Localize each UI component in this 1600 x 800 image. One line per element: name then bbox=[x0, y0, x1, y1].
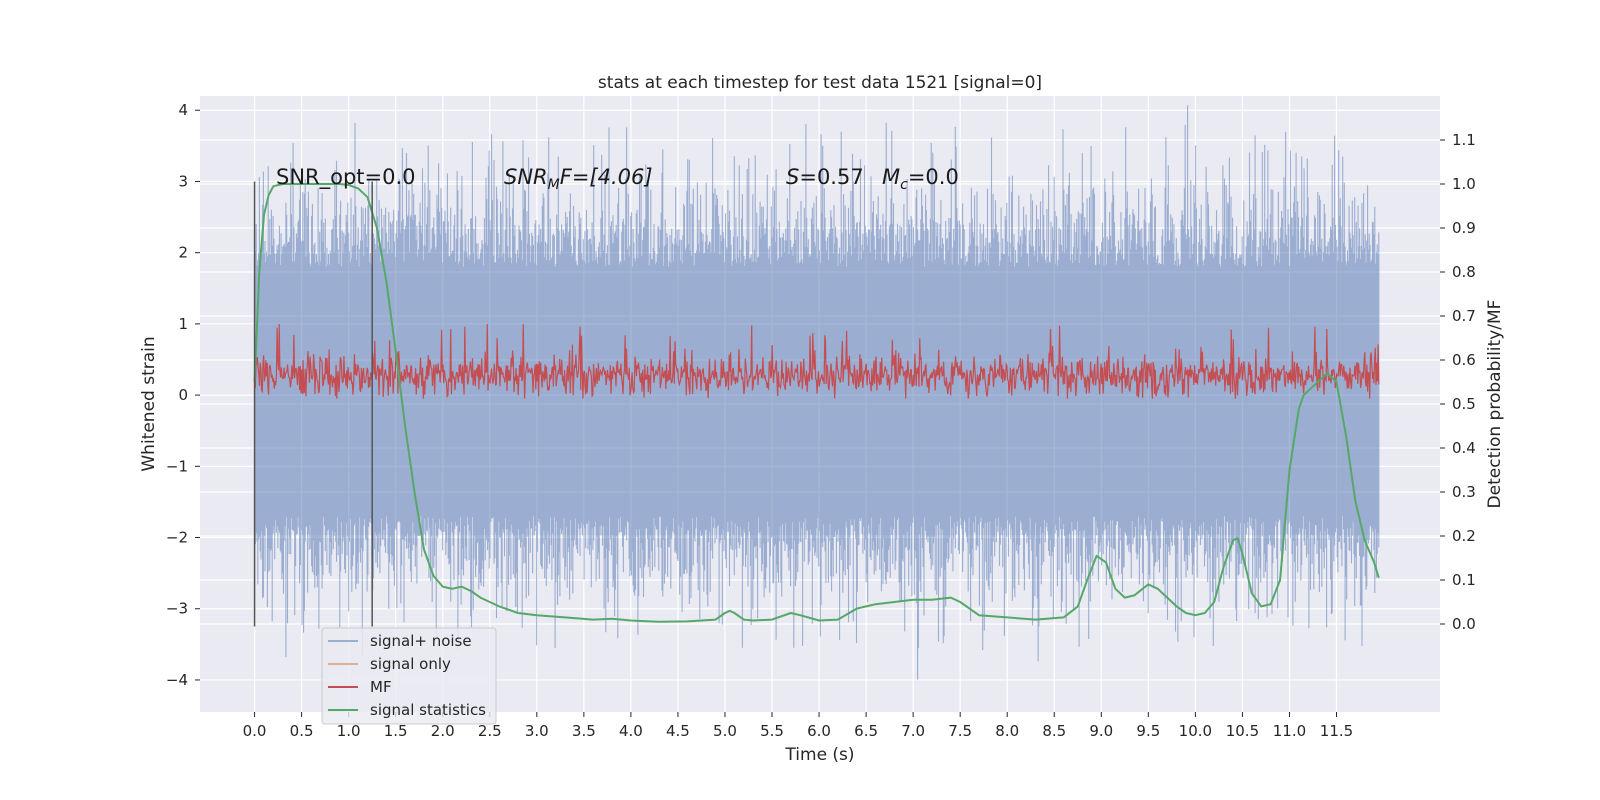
x-tick-label: 5.5 bbox=[760, 722, 784, 740]
y2-tick-label: 0.6 bbox=[1452, 351, 1476, 369]
legend-label-signal-noise: signal+ noise bbox=[370, 632, 472, 650]
annotation-s: S=0.57 bbox=[786, 165, 864, 189]
y-tick-label: −4 bbox=[166, 671, 188, 689]
legend-item-mf: MF bbox=[328, 678, 392, 696]
legend-box bbox=[321, 627, 497, 725]
annotation-snr-mf-suffix: F=[4.06] bbox=[560, 165, 653, 189]
mf-series bbox=[254, 323, 1380, 399]
x-tick-label: 9.0 bbox=[1089, 722, 1113, 740]
y2-tick-label: 0.0 bbox=[1452, 615, 1476, 633]
x-tick-label: 0.0 bbox=[243, 722, 267, 740]
x-tick-label: 8.0 bbox=[995, 722, 1019, 740]
x-axis-title: Time (s) bbox=[784, 745, 854, 765]
x-tick-label: 6.5 bbox=[854, 722, 878, 740]
x-tick-label: 7.5 bbox=[948, 722, 972, 740]
x-tick-label: 4.5 bbox=[666, 722, 690, 740]
y-tick-label: 3 bbox=[178, 172, 188, 190]
annotation-s-value: =0.57 bbox=[799, 165, 863, 189]
annotation-mc-value: =0.0 bbox=[908, 165, 959, 189]
legend: signal+ noise signal only MF signal stat… bbox=[321, 627, 497, 725]
annotation-snr-mf: SNRMF=[4.06] bbox=[504, 165, 653, 193]
y-tick-label: 0 bbox=[178, 386, 188, 404]
annotation-snr-mf-sub: M bbox=[548, 177, 560, 193]
y2-axis-title: Detection probability/MF bbox=[1485, 300, 1505, 509]
y-tick-label: −1 bbox=[166, 457, 188, 475]
y2-tick-label: 0.5 bbox=[1452, 395, 1476, 413]
y-axis-right: 1.1 1.0 0.9 0.8 0.7 0.6 0.5 0.4 0.3 0.2 0.1 0.0 bbox=[1440, 131, 1476, 633]
y-tick-label: −3 bbox=[166, 600, 188, 618]
signal-statistics-line bbox=[253, 183, 1380, 623]
y2-tick-label: 1.0 bbox=[1452, 175, 1476, 193]
legend-label-signal-statistics: signal statistics bbox=[370, 701, 486, 719]
legend-label-mf: MF bbox=[370, 678, 392, 696]
y-axis-left: 4 3 2 1 0 −1 −2 −3 −4 bbox=[166, 101, 200, 689]
x-tick-label: 1.0 bbox=[337, 722, 361, 740]
y2-tick-label: 0.1 bbox=[1452, 571, 1476, 589]
x-tick-label: 11.5 bbox=[1320, 722, 1353, 740]
annotation-mc-label: M bbox=[882, 165, 900, 189]
chart-title: stats at each timestep for test data 152… bbox=[598, 73, 1042, 93]
y-axis-title: Whitened strain bbox=[139, 336, 159, 471]
x-tick-label: 2.5 bbox=[478, 722, 502, 740]
y2-tick-label: 0.4 bbox=[1452, 439, 1476, 457]
x-tick-label: 3.0 bbox=[525, 722, 549, 740]
y2-tick-label: 0.2 bbox=[1452, 527, 1476, 545]
annotation-s-label: S bbox=[786, 165, 799, 189]
x-tick-label: 0.5 bbox=[290, 722, 314, 740]
y2-tick-label: 0.9 bbox=[1452, 219, 1476, 237]
annotation-snr-mf-prefix: SNR bbox=[504, 165, 548, 189]
y-tick-label: 1 bbox=[178, 315, 188, 333]
legend-label-signal-only: signal only bbox=[370, 655, 451, 673]
x-tick-label: 7.0 bbox=[901, 722, 925, 740]
y2-tick-label: 0.3 bbox=[1452, 483, 1476, 501]
y-tick-label: 4 bbox=[178, 101, 188, 119]
y2-tick-label: 0.7 bbox=[1452, 307, 1476, 325]
x-tick-label: 2.0 bbox=[431, 722, 455, 740]
legend-item-signal-statistics: signal statistics bbox=[328, 701, 486, 719]
annotation-mc: Mc=0.0 bbox=[882, 165, 959, 193]
x-axis: 0.0 0.5 1.0 1.5 2.0 2.5 3.0 3.5 4.0 4.5 5.0 5.5 6.0 6… bbox=[243, 712, 1353, 740]
x-tick-label: 8.5 bbox=[1042, 722, 1066, 740]
mf-trace bbox=[254, 323, 1380, 399]
y-tick-label: 2 bbox=[178, 244, 188, 262]
x-tick-label: 3.5 bbox=[572, 722, 596, 740]
annotation-snr-opt: SNR_opt=0.0 bbox=[276, 165, 416, 190]
y2-tick-label: 1.1 bbox=[1452, 131, 1476, 149]
signal-statistics-series bbox=[253, 183, 1380, 623]
x-tick-label: 1.5 bbox=[384, 722, 408, 740]
annotation-mc-sub: c bbox=[900, 177, 908, 193]
x-tick-label: 5.0 bbox=[713, 722, 737, 740]
x-tick-label: 4.0 bbox=[619, 722, 643, 740]
legend-item-signal-noise: signal+ noise bbox=[328, 632, 472, 650]
vertical-markers bbox=[253, 181, 373, 627]
y2-tick-label: 0.8 bbox=[1452, 263, 1476, 281]
x-tick-label: 6.0 bbox=[807, 722, 831, 740]
x-tick-label: 10.5 bbox=[1226, 722, 1259, 740]
x-tick-label: 9.5 bbox=[1136, 722, 1160, 740]
legend-item-signal-only: signal only bbox=[328, 655, 451, 673]
x-tick-label: 11.0 bbox=[1273, 722, 1306, 740]
x-tick-label: 10.0 bbox=[1179, 722, 1212, 740]
y-tick-label: −2 bbox=[166, 529, 188, 547]
